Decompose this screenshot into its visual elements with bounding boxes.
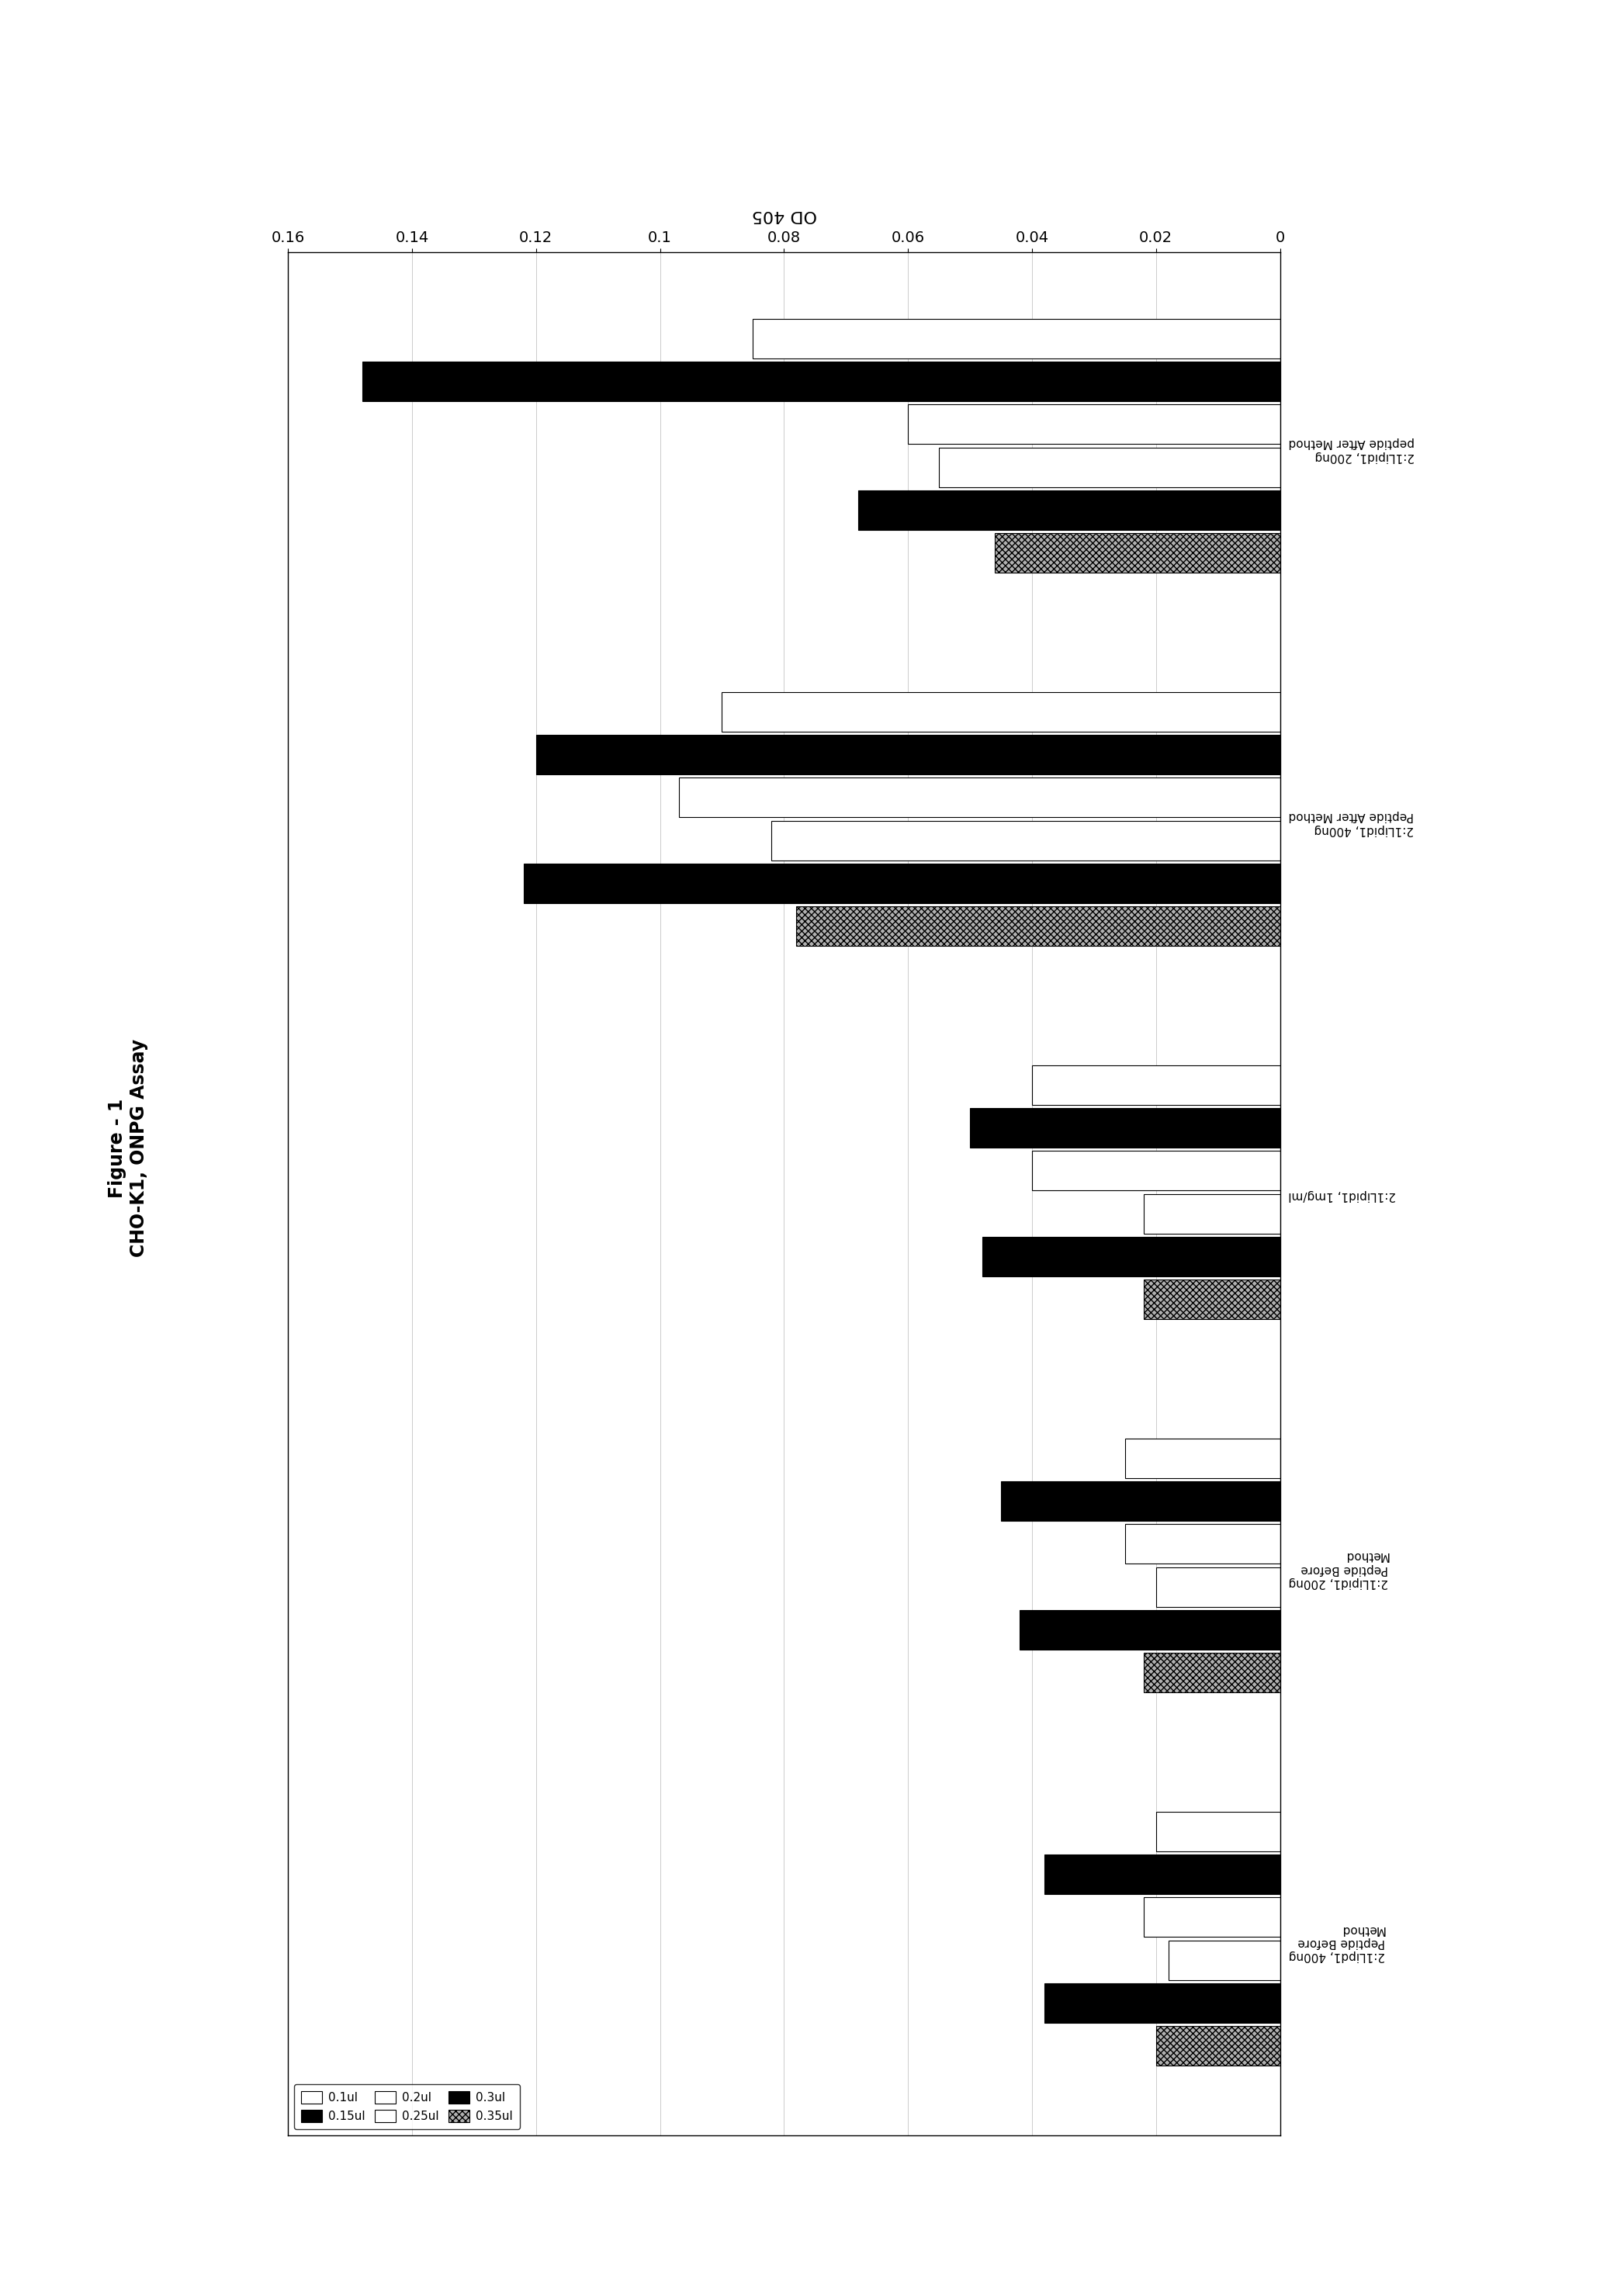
Bar [1168, 1940, 1280, 1979]
Bar [1032, 1065, 1280, 1104]
Bar [1125, 1525, 1280, 1564]
Bar [771, 820, 1280, 861]
Bar [982, 1238, 1280, 1277]
Bar [362, 360, 1280, 402]
Bar [1019, 1609, 1280, 1649]
Bar [722, 691, 1280, 732]
Bar [1125, 1437, 1280, 1479]
Bar [754, 319, 1280, 358]
Bar [1144, 1653, 1280, 1692]
Bar [1155, 1812, 1280, 1851]
Bar [1144, 1279, 1280, 1320]
Bar [1045, 1984, 1280, 2023]
Bar [1002, 1481, 1280, 1520]
Bar [1144, 1896, 1280, 1938]
Bar [1144, 1194, 1280, 1233]
Bar [1155, 1568, 1280, 1607]
Bar [909, 404, 1280, 443]
Bar [858, 491, 1280, 530]
Bar [970, 1109, 1280, 1148]
Bar [523, 863, 1280, 902]
Legend: 0.1ul, 0.15ul, 0.2ul, 0.25ul, 0.3ul, 0.35ul: 0.1ul, 0.15ul, 0.2ul, 0.25ul, 0.3ul, 0.3… [294, 2085, 520, 2128]
Bar [1032, 1150, 1280, 1192]
Bar [678, 778, 1280, 817]
Bar [995, 533, 1280, 572]
Bar [536, 735, 1280, 774]
X-axis label: OD 405: OD 405 [752, 207, 816, 223]
Bar [1045, 1855, 1280, 1894]
Text: Figure - 1
CHO-K1, ONPG Assay: Figure - 1 CHO-K1, ONPG Assay [107, 1038, 149, 1258]
Bar [797, 907, 1280, 946]
Bar [1155, 2027, 1280, 2066]
Bar [939, 448, 1280, 487]
